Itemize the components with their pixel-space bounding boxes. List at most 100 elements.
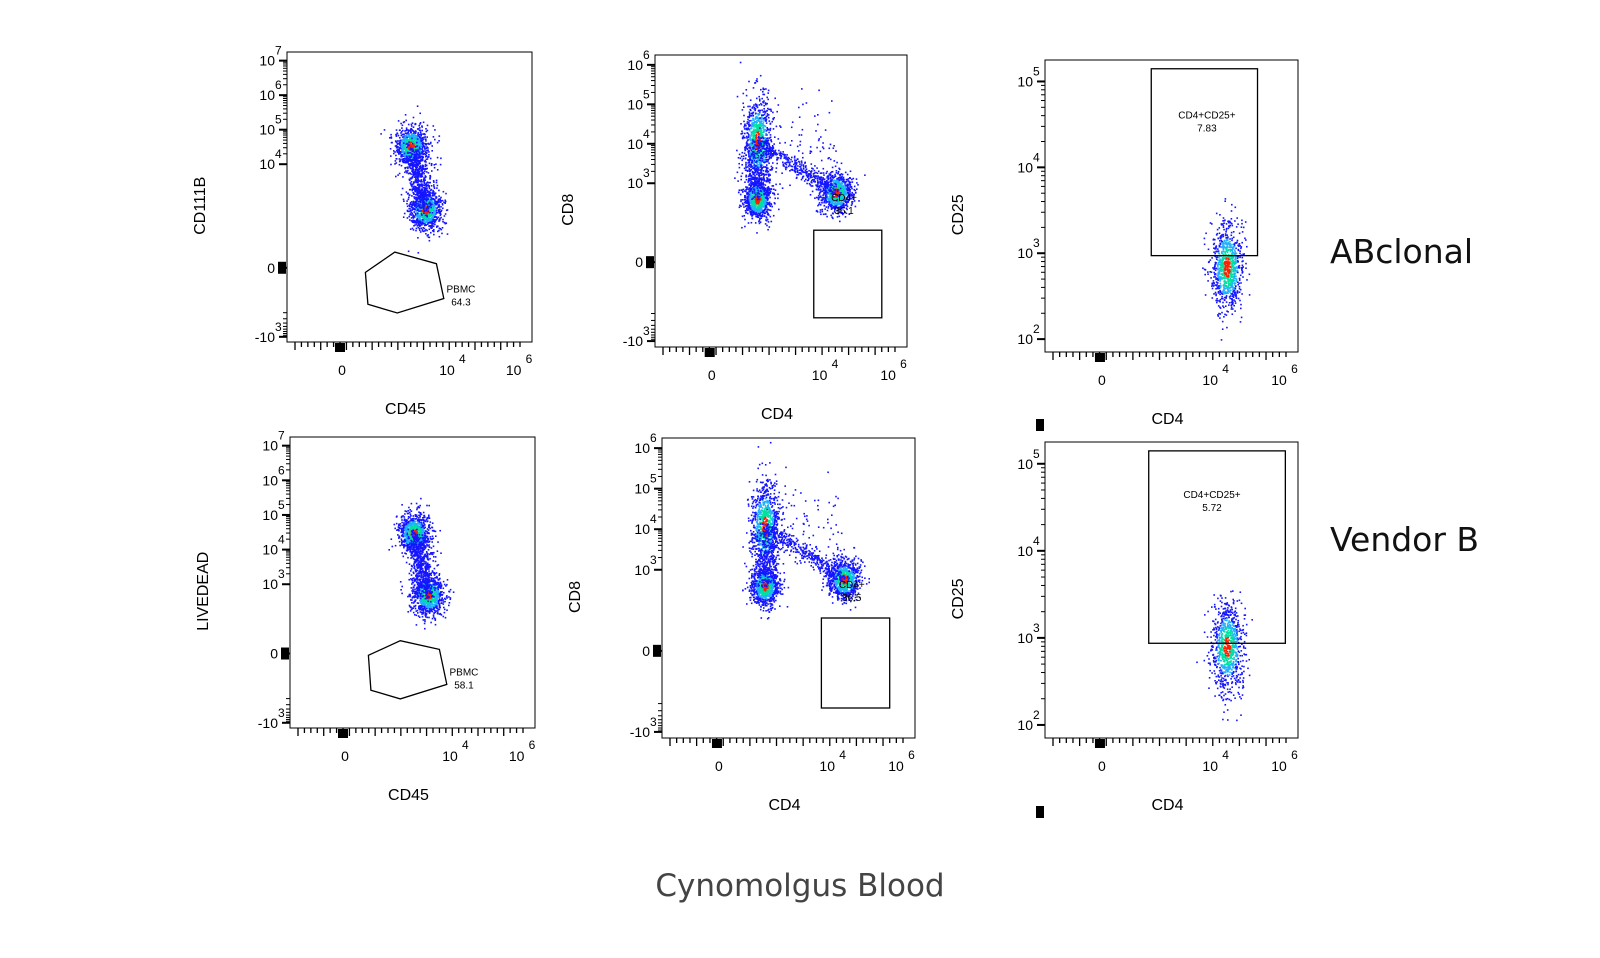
x-axis-label: CD4 bbox=[1151, 411, 1183, 428]
gate-value: 36.1 bbox=[834, 206, 854, 217]
population-1 bbox=[737, 171, 784, 234]
y-tick-label: -10 bbox=[630, 724, 650, 740]
y-tick-exponent: 4 bbox=[1033, 534, 1040, 548]
x-tick-exponent: 6 bbox=[526, 352, 533, 366]
y-tick-exponent: 3 bbox=[643, 324, 650, 338]
y-tick-exponent: 3 bbox=[650, 553, 657, 567]
scatter-dots bbox=[1196, 590, 1253, 722]
x-tick-label: 0 bbox=[341, 748, 349, 764]
y-tick-label: 10 bbox=[262, 507, 278, 523]
scatter-dots bbox=[388, 497, 455, 630]
x-zero-marker bbox=[338, 729, 348, 738]
y-tick-exponent: 6 bbox=[650, 431, 657, 445]
gate-value: 58.1 bbox=[454, 681, 474, 692]
plot-frame bbox=[654, 54, 908, 348]
x-tick-exponent: 6 bbox=[1291, 362, 1298, 376]
y-tick-label: 10 bbox=[627, 136, 643, 152]
y-tick-exponent: 3 bbox=[278, 706, 285, 720]
y-tick-exponent: 5 bbox=[278, 498, 285, 512]
y-tick-label: 10 bbox=[262, 438, 278, 454]
y-tick-exponent: 3 bbox=[1033, 236, 1040, 250]
x-zero-marker bbox=[1094, 739, 1105, 748]
plot-frame bbox=[286, 51, 533, 343]
y-tick-exponent: 6 bbox=[278, 463, 285, 477]
x-zero-marker bbox=[711, 739, 722, 748]
x-tick-label: 10 bbox=[439, 362, 455, 378]
x-tick-exponent: 4 bbox=[839, 748, 846, 762]
y-tick-label: 10 bbox=[1017, 543, 1033, 559]
x-axis: 0 10 4 10 6 bbox=[1052, 738, 1298, 774]
y-tick-label: 10 bbox=[1017, 159, 1033, 175]
y-tick-exponent: 5 bbox=[275, 113, 282, 127]
row-label-vendor-b: Vendor B bbox=[1330, 520, 1480, 559]
scatter-dots bbox=[1202, 198, 1251, 341]
y-tick-exponent: 4 bbox=[650, 512, 657, 526]
gate-rectangle bbox=[820, 617, 891, 709]
x-zero-marker bbox=[704, 348, 715, 357]
plot-frame bbox=[1044, 59, 1299, 353]
x-axis-label: CD45 bbox=[388, 787, 429, 804]
y-tick-label: 10 bbox=[634, 562, 650, 578]
gate-polygon bbox=[364, 251, 445, 314]
y-tick-exponent: 5 bbox=[1033, 447, 1040, 461]
y-tick-label: 10 bbox=[262, 542, 278, 558]
gate-value: 5.72 bbox=[1202, 503, 1222, 514]
gate-name: CD4+CD25+ bbox=[1183, 490, 1240, 501]
scatter-dots bbox=[734, 61, 866, 234]
x-tick-exponent: 6 bbox=[529, 738, 536, 752]
x-tick-exponent: 6 bbox=[1291, 748, 1298, 762]
x-tick-label: 10 bbox=[1271, 372, 1287, 388]
y-tick-exponent: 2 bbox=[1033, 708, 1040, 722]
x-tick-label: 10 bbox=[506, 362, 522, 378]
y-tick-label: 0 bbox=[642, 643, 650, 659]
y-tick-label: 10 bbox=[262, 472, 278, 488]
x-tick-label: 0 bbox=[338, 362, 346, 378]
population-0 bbox=[1202, 198, 1251, 341]
x-tick-exponent: 4 bbox=[1222, 748, 1229, 762]
y-tick-label: 10 bbox=[634, 440, 650, 456]
gate-value: 7.83 bbox=[1197, 123, 1217, 134]
y-tick-label: -10 bbox=[258, 715, 278, 731]
y-tick-label: 10 bbox=[259, 122, 275, 138]
x-axis: 0 10 4 10 6 bbox=[669, 738, 915, 774]
y-tick-label: 10 bbox=[1017, 331, 1033, 347]
plot-frame bbox=[1044, 441, 1299, 739]
y-tick-exponent: 6 bbox=[643, 48, 650, 62]
x-axis: 0 10 4 10 6 bbox=[297, 728, 536, 764]
plot-frame bbox=[289, 436, 536, 729]
y-tick-exponent: 7 bbox=[278, 429, 285, 443]
gate-value: 64.3 bbox=[451, 298, 471, 309]
gate-value: 36.5 bbox=[842, 593, 862, 604]
x-tick-label: 10 bbox=[509, 748, 525, 764]
y-tick-label: 10 bbox=[627, 175, 643, 191]
x-tick-label: 0 bbox=[715, 758, 723, 774]
y-tick-label: 10 bbox=[627, 96, 643, 112]
y-tick-label: 10 bbox=[259, 156, 275, 172]
gate-name: PBMC bbox=[446, 285, 475, 296]
y-tick-label: 10 bbox=[259, 87, 275, 103]
y-tick-label: 10 bbox=[1017, 456, 1033, 472]
y-tick-exponent: 7 bbox=[275, 44, 282, 58]
y-tick-label: -10 bbox=[255, 329, 275, 345]
y-axis-label: CD25 bbox=[950, 578, 967, 619]
y-axis-label: LIVEDEAD bbox=[195, 552, 212, 631]
x-axis: 0 10 4 10 6 bbox=[1052, 352, 1298, 388]
x-axis-label: CD4 bbox=[1151, 797, 1183, 814]
x-tick-label: 10 bbox=[1271, 758, 1287, 774]
y-tick-label: 10 bbox=[634, 521, 650, 537]
gate-rectangle bbox=[813, 229, 883, 319]
y-tick-label: 0 bbox=[270, 646, 278, 662]
y-zero-marker bbox=[1036, 419, 1044, 431]
gate-name: CD4+ bbox=[831, 193, 857, 204]
